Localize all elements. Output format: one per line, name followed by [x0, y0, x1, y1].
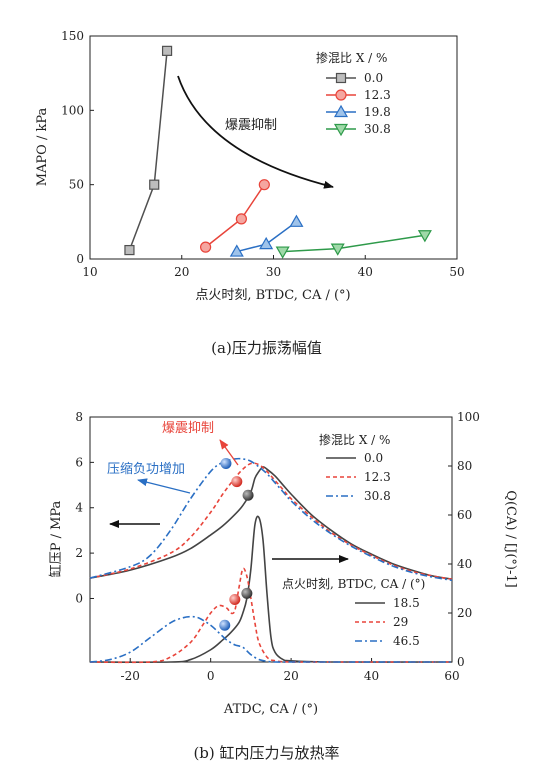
- panel-a-xtick-label: 30: [266, 265, 281, 279]
- panel-b-heat-release-curve: [89, 567, 452, 664]
- panel-a-xtick-label: 50: [449, 265, 464, 279]
- panel-b-ylabel-left: 缸压P / MPa: [48, 500, 64, 577]
- panel-a-xtick-label: 10: [82, 265, 97, 279]
- panel-a-legend-label: 19.8: [364, 105, 391, 119]
- panel-b-ytick-right-label: 80: [457, 459, 472, 473]
- caption-a: (a)压力振荡幅值: [211, 339, 322, 357]
- panel-a-knock-annotation: 爆震抑制: [225, 118, 277, 133]
- panel-a-legend-label: 30.8: [364, 122, 391, 136]
- panel-a-legend-label: 0.0: [364, 71, 383, 85]
- panel-b-legend2-title: 点火时刻, BTDC, CA / (°): [282, 577, 425, 591]
- panel-b-legend2-label: 29: [393, 615, 408, 629]
- panel-b-heat-release-curve: [89, 615, 452, 663]
- panel-a-point: [258, 179, 270, 191]
- panel-b-legend-ignition: 点火时刻, BTDC, CA / (°) 18.5 29 46.5: [282, 577, 425, 648]
- panel-b-axes-frame: [89, 416, 453, 663]
- panel-a-point: [229, 244, 244, 257]
- panel-b-legend-ratio: 掺混比 X / % 0.0 12.3 30.8: [319, 432, 391, 503]
- panel-a-point: [330, 243, 345, 256]
- panel-a-data: [124, 45, 432, 259]
- panel-a-point: [275, 246, 290, 259]
- panel-a-point: [259, 236, 274, 250]
- panel-b-ytick-right-label: 0: [457, 655, 465, 669]
- panel-b-ytick-left-label: 2: [75, 546, 83, 560]
- panel-b-ytick-right-label: 20: [457, 606, 472, 620]
- panel-a-mapo-chart: 10 20 30 40 50 0 50 100 150 点火时刻, BTDC, CA / (°)…: [35, 29, 465, 303]
- caption-b: (b) 缸内压力与放热率: [193, 744, 340, 762]
- panel-b-legend1-label: 0.0: [364, 451, 383, 465]
- panel-a-ytick-label: 50: [69, 178, 84, 192]
- panel-b-marker-ball: [241, 587, 253, 599]
- panel-a-legend-marker: [333, 123, 349, 137]
- panel-a-legend-title: 掺混比 X / %: [316, 50, 387, 65]
- panel-b-knock-arrow: [219, 439, 239, 466]
- panel-b-ytick-left-label: 0: [75, 591, 83, 605]
- panel-b-pressure-curve: [89, 457, 453, 582]
- panel-a-ticks: 10 20 30 40 50 0 50 100 150: [61, 29, 465, 279]
- panel-b-legend1-label: 12.3: [364, 470, 391, 484]
- panel-b-ytick-right-label: 60: [457, 508, 472, 522]
- panel-b-xtick-label: 0: [207, 669, 215, 683]
- panel-b-xlabel: ATDC, CA / (°): [223, 702, 318, 717]
- panel-a-ytick-label: 150: [61, 29, 84, 43]
- panel-b-data: [89, 457, 453, 664]
- panel-b-marker-ball: [231, 476, 243, 488]
- panel-b-work-arrow: [137, 478, 191, 494]
- panel-b-marker-ball: [220, 458, 232, 470]
- panel-b-xtick-label: 40: [364, 669, 379, 683]
- panel-b-work-annotation: 压缩负功增加: [107, 461, 185, 477]
- panel-a-knock-arrow: [177, 75, 334, 189]
- panel-a-point: [235, 213, 247, 225]
- panel-a-point: [124, 244, 135, 256]
- panel-b-ytick-right-label: 100: [457, 410, 480, 424]
- panel-b-legend2-label: 46.5: [393, 634, 420, 648]
- panel-a-series-line: [282, 234, 426, 253]
- panel-b-legend1-title: 掺混比 X / %: [319, 432, 390, 447]
- panel-a-axes-frame: [89, 35, 458, 260]
- panel-a-ytick-label: 100: [61, 103, 84, 117]
- panel-a-point: [161, 45, 173, 56]
- panel-b-marker-ball: [219, 619, 231, 631]
- panel-b-ytick-left-label: 4: [75, 501, 83, 515]
- panel-a-point: [289, 214, 304, 227]
- panel-b-marker-ball: [229, 594, 241, 606]
- panel-a-ylabel: MAPO / kPa: [35, 107, 50, 186]
- panel-a-point: [149, 179, 160, 190]
- panel-b-pressure-curve: [89, 466, 453, 580]
- panel-b-ytick-right-label: 40: [457, 557, 472, 571]
- panel-b-legend1-label: 30.8: [364, 489, 391, 503]
- panel-a-series-line: [205, 184, 265, 248]
- panel-b-legend2-label: 18.5: [393, 596, 420, 610]
- panel-a-legend-marker: [335, 89, 347, 101]
- panel-a-xtick-label: 20: [174, 265, 189, 279]
- panel-a-legend: 掺混比 X / % 0.0 12.3 19.8 30.8: [316, 50, 391, 137]
- panel-b-knock-annotation: 爆震抑制: [162, 421, 214, 436]
- panel-b-ytick-left-label: 6: [75, 455, 83, 469]
- panel-a-xlabel: 点火时刻, BTDC, CA / (°): [195, 288, 350, 303]
- panel-a-xtick-label: 40: [358, 265, 373, 279]
- panel-b-ylabel-right: Q(CA) / [J(°)-1]: [503, 490, 518, 587]
- panel-b-marker-ball: [242, 489, 254, 501]
- panel-b-ytick-left-label: 8: [75, 410, 83, 424]
- panel-b-heat-release-curve: [89, 515, 453, 663]
- panel-b-pressure-curve: [89, 462, 453, 580]
- panel-b-xtick-label: 20: [283, 669, 298, 683]
- panel-a-point: [417, 230, 432, 243]
- panel-b-xtick-label: -20: [121, 669, 140, 683]
- panel-a-series-line: [128, 50, 168, 251]
- panel-b-xtick-label: 60: [444, 669, 459, 683]
- panel-a-legend-marker: [335, 72, 347, 84]
- panel-a-legend-marker: [333, 104, 349, 118]
- panel-a-ytick-label: 0: [76, 252, 84, 266]
- panel-a-point: [200, 241, 212, 253]
- panel-a-legend-label: 12.3: [364, 88, 391, 102]
